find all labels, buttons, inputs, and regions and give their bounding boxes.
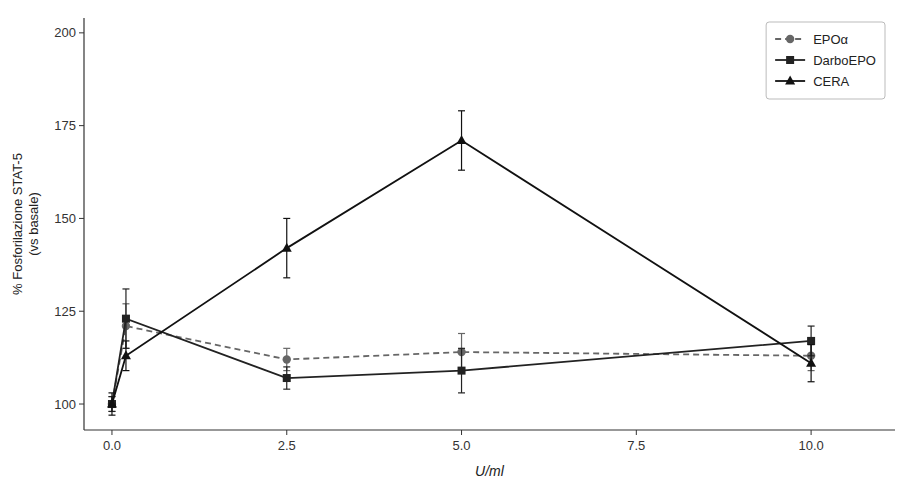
marker xyxy=(122,315,130,323)
x-tick-label: 10.0 xyxy=(798,438,823,453)
marker xyxy=(283,374,291,382)
background xyxy=(0,0,915,490)
legend-marker xyxy=(785,76,795,85)
error-bar-cap xyxy=(283,366,290,367)
error-bar-cap xyxy=(122,370,129,371)
legend-label: DarboEPO xyxy=(813,53,876,68)
error-bar xyxy=(122,289,129,348)
legend-label: CERA xyxy=(813,74,849,89)
series xyxy=(108,304,816,412)
error-bar xyxy=(283,367,290,389)
x-tick-label: 0.0 xyxy=(103,438,121,453)
series xyxy=(107,111,816,415)
error-bar-cap xyxy=(458,392,465,393)
legend-marker xyxy=(786,35,794,43)
error-bar-cap xyxy=(458,348,465,349)
error-bar-cap xyxy=(283,218,290,219)
x-tick-label: 2.5 xyxy=(278,438,296,453)
series-line xyxy=(112,326,811,404)
legend-label: EPOα xyxy=(813,32,848,47)
legend: EPOα DarboEPO CERA xyxy=(766,22,885,99)
axes: 0.0 2.5 5.0 7.5 10.0 100 125 150 175 200 xyxy=(54,18,895,453)
x-tick xyxy=(111,430,112,435)
error-bar-cap xyxy=(108,392,115,393)
marker xyxy=(806,358,816,367)
x-tick xyxy=(636,430,637,435)
y-tick-label: 125 xyxy=(54,304,76,319)
y-tick-label: 175 xyxy=(54,118,76,133)
marker xyxy=(457,135,467,144)
y-tick xyxy=(79,311,84,312)
x-tick-label: 5.0 xyxy=(452,438,470,453)
marker xyxy=(121,350,131,359)
error-bar-cap xyxy=(808,381,815,382)
x-tick-label: 7.5 xyxy=(627,438,645,453)
legend-marker xyxy=(786,56,794,64)
error-bar-cap xyxy=(808,325,815,326)
y-tick xyxy=(79,404,84,405)
error-bar-cap xyxy=(458,333,465,334)
error-bar-cap xyxy=(122,340,129,341)
chart-container: 0.0 2.5 5.0 7.5 10.0 100 125 150 175 200 U/ml % Fos… xyxy=(0,0,915,490)
y-axis-label: % Fosforilazione STAT-5(vs basale) xyxy=(10,153,41,295)
series-line xyxy=(112,140,811,404)
error-bar-cap xyxy=(108,415,115,416)
x-tick xyxy=(286,430,287,435)
marker xyxy=(458,367,466,375)
chart: 0.0 2.5 5.0 7.5 10.0 100 125 150 175 200 U/ml % Fos… xyxy=(0,0,915,490)
series-line xyxy=(112,319,811,404)
error-bar-cap xyxy=(808,344,815,345)
y-axis-label-line: % Fosforilazione STAT-5 xyxy=(10,153,25,295)
y-tick xyxy=(79,32,84,33)
y-tick-label: 150 xyxy=(54,211,76,226)
error-bar-cap xyxy=(283,277,290,278)
y-axis-label-line: (vs basale) xyxy=(26,192,41,256)
legend-frame xyxy=(766,22,885,99)
plot-area xyxy=(107,111,816,415)
marker xyxy=(107,399,117,408)
x-tick xyxy=(461,430,462,435)
x-tick xyxy=(811,430,812,435)
series xyxy=(108,289,815,411)
marker xyxy=(283,355,291,363)
y-tick-label: 100 xyxy=(54,397,76,412)
error-bar-cap xyxy=(283,389,290,390)
error-bar-cap xyxy=(283,348,290,349)
error-bar xyxy=(458,348,465,393)
x-axis-line xyxy=(84,429,895,430)
error-bar-cap xyxy=(122,288,129,289)
y-axis-line xyxy=(83,18,84,430)
error-bar xyxy=(283,348,290,370)
y-tick xyxy=(79,218,84,219)
y-tick-label: 200 xyxy=(54,25,76,40)
marker xyxy=(807,337,815,345)
x-axis-label: U/ml xyxy=(475,463,505,479)
y-tick xyxy=(79,125,84,126)
marker xyxy=(282,243,292,252)
error-bar-cap xyxy=(458,110,465,111)
error-bar-cap xyxy=(458,170,465,171)
